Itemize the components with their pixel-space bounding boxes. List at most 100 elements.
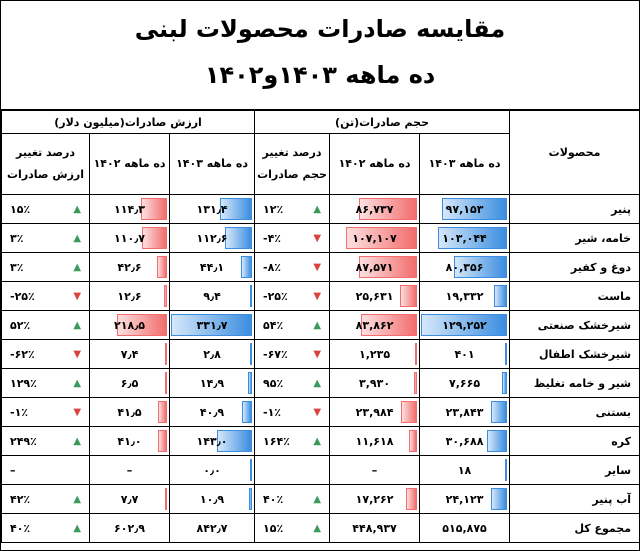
table-cell: -۱٪ ▼	[0, 397, 91, 427]
data-bar	[241, 256, 253, 278]
product-cell: شیر و خامه تغلیظ	[509, 368, 640, 398]
data-bar	[405, 488, 418, 510]
cell-text: بستنی	[595, 405, 632, 419]
data-bar	[345, 227, 418, 249]
change-value: ۱۶۴٪	[263, 434, 290, 448]
cell-text: ۱۳۱٫۴	[196, 202, 228, 216]
trend-arrow: ▲	[73, 203, 82, 215]
title: مقایسه صادرات محصولات لبنی	[134, 15, 506, 43]
data-bar	[409, 430, 418, 452]
data-bar	[505, 459, 508, 481]
data-bar	[250, 343, 253, 365]
table-cell: ۳,۹۳۰	[329, 368, 421, 398]
table-cell: ۲۵,۶۳۱	[329, 281, 421, 311]
table-cell: ۰٫۰	[169, 455, 256, 485]
change-value: ۳٪	[10, 231, 24, 245]
table-cell: ۴۰٪ ▲	[254, 484, 331, 514]
cell-text: ۱۸	[457, 463, 472, 477]
change-value: -۶۷٪	[263, 347, 288, 361]
product-cell: ماست	[509, 281, 640, 311]
cell-text: –	[371, 463, 378, 477]
data-bar	[141, 227, 168, 249]
table-cell: ۴۴۸,۹۳۷	[329, 513, 421, 543]
cell-text: کره	[611, 434, 632, 448]
table-cell: ۱۸	[419, 455, 511, 485]
table-cell: ۴۰٫۹	[169, 397, 256, 427]
product-cell: آب پنیر	[509, 484, 640, 514]
data-bar	[164, 285, 168, 307]
product-cell: شیرخشک اطفال	[509, 339, 640, 369]
trend-arrow: ▼	[313, 348, 322, 360]
data-bar	[442, 198, 508, 220]
product-cell: بستنی	[509, 397, 640, 427]
trend-arrow: ▼	[73, 406, 82, 418]
table-cell: ۲۴۹٪ ▲	[0, 426, 91, 456]
table-cell: ۱۴۳٫۰	[169, 426, 256, 456]
cell-text: شیرخشک صنعتی	[537, 318, 632, 332]
change-wrap: ۳٪ ▲	[3, 225, 89, 252]
table-cell: ۸۶,۷۳۷	[329, 194, 421, 224]
trend-arrow: ▼	[313, 232, 322, 244]
trend-arrow: ▲	[313, 319, 322, 331]
column-header: درصد تغییر ارزش صادرات	[0, 133, 91, 195]
change-wrap	[256, 457, 329, 484]
table-row: سایر ۱۸ – ۰٫۰ – –	[0, 455, 640, 485]
cell-text: ۴۴٫۱	[199, 260, 225, 274]
data-bar	[358, 256, 418, 278]
table-cell: ۲۳,۹۸۴	[329, 397, 421, 427]
product-cell: کره	[509, 426, 640, 456]
table-cell: ۱۴٫۹	[169, 368, 256, 398]
table-cell: ۲٫۸	[169, 339, 256, 369]
table-cell: ۱۰٫۹	[169, 484, 256, 514]
column-header: ده ماهه ۱۴۰۳	[169, 133, 256, 195]
data-bar	[224, 227, 253, 249]
cell-text: ۱۰۳,۰۴۴	[442, 231, 487, 245]
table-row: خامه، شیر ۱۰۳,۰۴۴ ۱۰۷,۱۰۷ -۴٪ ▼ ۱۱۲٫۶ ۱۱۰٫۷ ۳٪ ▲	[0, 223, 640, 253]
cell-text: ۴۰٫۹	[199, 405, 225, 419]
trend-arrow: ▲	[73, 522, 82, 534]
cell-text: ۱۲٫۶	[117, 289, 142, 303]
change-wrap: ۲۴۹٪ ▲	[3, 428, 89, 455]
data-bar	[486, 430, 508, 452]
table-cell: ۳۳۱٫۷	[169, 310, 256, 340]
trend-arrow: ▲	[73, 232, 82, 244]
data-bar	[157, 256, 168, 278]
product-cell: شیرخشک صنعتی	[509, 310, 640, 340]
table-cell: ۵۴٪ ▲	[254, 310, 331, 340]
table-cell: ۱۱۴٫۳	[89, 194, 171, 224]
change-value: -۱٪	[263, 405, 282, 419]
table-row: شیرخشک صنعتی ۱۲۹,۲۵۲ ۸۳,۸۶۲ ۵۴٪ ▲ ۳۳۱٫۷ ۲۱۸٫۵ ۵…	[0, 310, 640, 340]
table-cell: ۱۲۹٪ ▲	[0, 368, 91, 398]
cell-text: ۸۴۲٫۷	[196, 521, 228, 535]
change-value: ۴۰٪	[10, 521, 31, 535]
trend-arrow: ▼	[313, 261, 322, 273]
table-cell: -۲۵٪ ▼	[254, 281, 331, 311]
change-value: ۱۵٪	[263, 521, 284, 535]
table-cell: ۹٫۴	[169, 281, 256, 311]
table-cell: -۸٪ ▼	[254, 252, 331, 282]
cell-text: سایر	[605, 463, 632, 477]
table-row: کره ۳۰,۶۸۸ ۱۱,۶۱۸ ۱۶۴٪ ▲ ۱۴۳٫۰ ۴۱٫۰ ۲۴۹٪ ▲	[0, 426, 640, 456]
table-cell: ۱۰۳,۰۴۴	[419, 223, 511, 253]
table-cell: ۹۷,۱۵۳	[419, 194, 511, 224]
cell-text: ۶۰۲٫۹	[114, 521, 146, 535]
change-wrap: ۱۵٪ ▲	[256, 515, 329, 542]
cell-text: ۶٫۵	[120, 376, 139, 390]
data-bar	[490, 488, 508, 510]
change-value: -۱٪	[10, 405, 28, 419]
cell-text: ۳,۹۳۰	[359, 376, 391, 390]
cell-text: ۴۱٫۰	[117, 434, 142, 448]
change-wrap: -۱٪ ▼	[256, 399, 329, 426]
table: محصولات حجم صادرات(تن) ارزش صادرات(میلیو…	[0, 110, 640, 543]
table-cell: ۲۳,۸۴۳	[419, 397, 511, 427]
change-value: ۱۲٪	[263, 202, 284, 216]
change-wrap: ۵۴٪ ▲	[256, 312, 329, 339]
table-row: پنیر ۹۷,۱۵۳ ۸۶,۷۳۷ ۱۲٪ ▲ ۱۳۱٫۴ ۱۱۴٫۳ ۱۵٪ ▲	[0, 194, 640, 224]
table-cell: –	[89, 455, 171, 485]
table-cell: –	[329, 455, 421, 485]
data-bar	[249, 488, 253, 510]
cell-text: ۲۳,۹۸۴	[355, 405, 394, 419]
cell-text: ۸۶,۷۳۷	[355, 202, 394, 216]
data-bar	[165, 343, 168, 365]
cell-text: ۴۴۸,۹۳۷	[352, 521, 397, 535]
